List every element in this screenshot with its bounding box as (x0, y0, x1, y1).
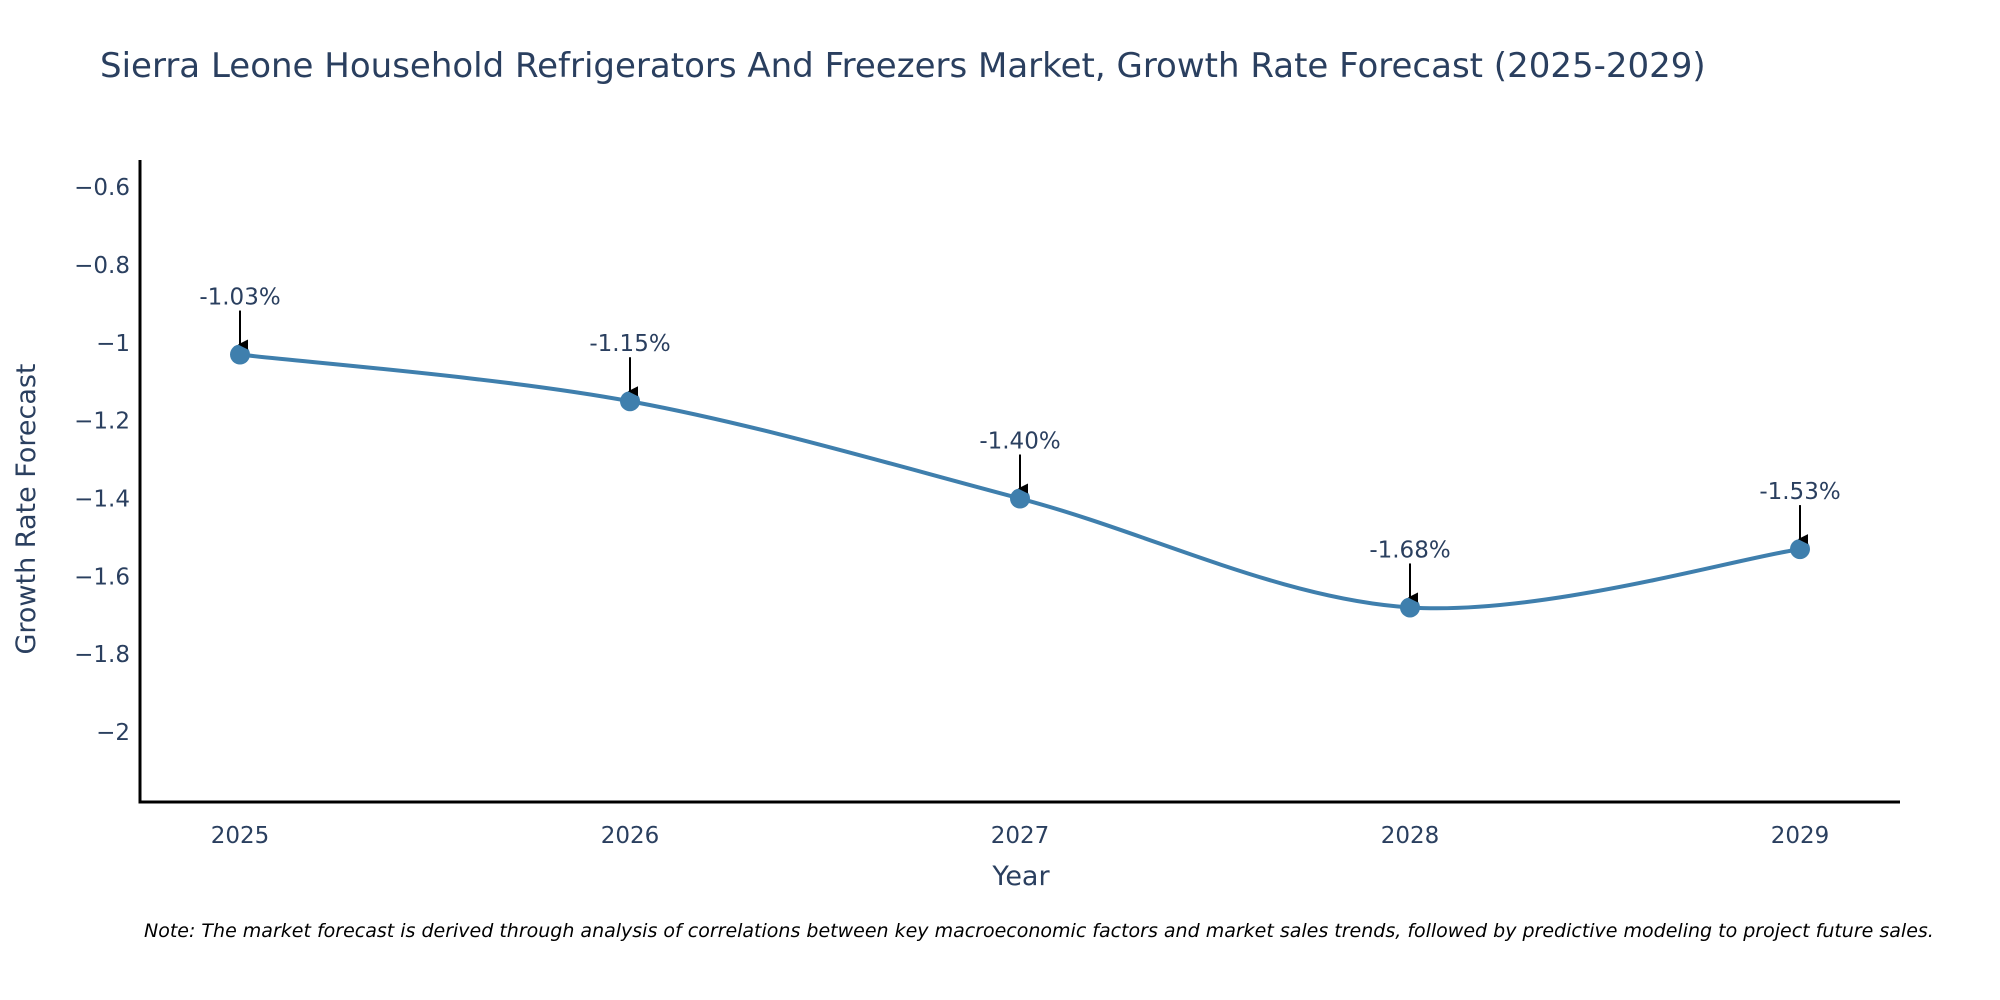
data-point[interactable] (1790, 539, 1810, 560)
x-tick-label: 2026 (601, 823, 660, 849)
x-tick-label: 2028 (1381, 823, 1440, 849)
x-tick-label: 2027 (991, 823, 1050, 849)
chart-title: Sierra Leone Household Refrigerators And… (100, 46, 1706, 86)
data-label: -1.40% (979, 429, 1060, 455)
y-tick-label: −1.6 (74, 564, 130, 590)
x-tick-label: 2029 (1771, 823, 1830, 849)
y-tick-label: −1.8 (74, 642, 130, 668)
x-axis-title: Year (991, 861, 1050, 892)
y-tick-label: −1.4 (74, 487, 130, 513)
data-label: -1.15% (589, 331, 670, 357)
data-label: -1.03% (199, 285, 280, 311)
y-tick-label: −2 (96, 720, 130, 746)
data-label: -1.53% (1759, 479, 1840, 505)
x-tick-label: 2025 (211, 823, 270, 849)
data-point[interactable] (230, 344, 250, 365)
data-point[interactable] (1010, 488, 1030, 509)
y-tick-label: −1.2 (74, 409, 130, 435)
data-label: -1.68% (1369, 537, 1450, 563)
y-axis-title: Growth Rate Forecast (11, 363, 42, 654)
footnote: Note: The market forecast is derived thr… (144, 920, 1934, 942)
data-point[interactable] (1400, 597, 1420, 618)
y-tick-label: −0.6 (74, 175, 130, 201)
y-tick-label: −0.8 (74, 253, 130, 279)
data-point[interactable] (620, 391, 640, 412)
y-tick-label: −1 (96, 331, 130, 357)
